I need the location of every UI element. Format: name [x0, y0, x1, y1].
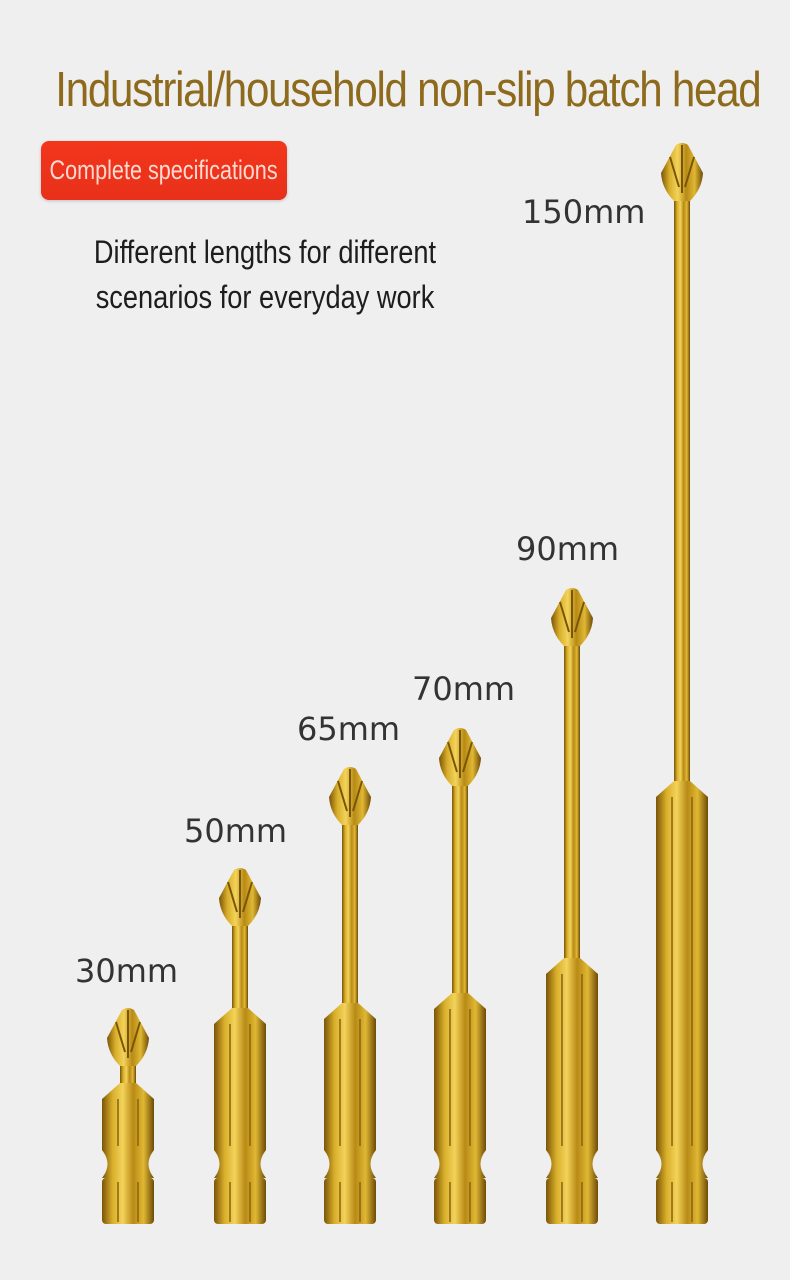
power-groove: [656, 1150, 708, 1178]
hex-body: [546, 958, 598, 1150]
subtitle-line-1: Different lengths for different: [93, 234, 437, 270]
hex-edges: [339, 1019, 361, 1146]
hex-base: [546, 1178, 598, 1224]
hex-base: [656, 1178, 708, 1224]
power-groove: [546, 1150, 598, 1178]
subtitle-line-2: scenarios for everyday work: [95, 279, 435, 315]
bit-shank: [452, 782, 468, 1011]
length-label-50: 50mm: [184, 812, 288, 850]
base-edges: [561, 1182, 583, 1222]
bit-shank: [342, 821, 358, 1021]
tip-grooves: [227, 870, 253, 918]
hex-body: [434, 993, 486, 1150]
hex-body: [324, 1003, 376, 1150]
subtitle: Different lengths for different scenario…: [74, 230, 457, 320]
length-label-90: 90mm: [516, 530, 620, 568]
tip-grooves: [447, 730, 473, 778]
power-groove: [214, 1150, 266, 1178]
power-groove: [102, 1150, 154, 1178]
tip-grooves: [669, 145, 695, 193]
base-edges: [671, 1182, 693, 1222]
hex-base: [324, 1178, 376, 1224]
length-label-150: 150mm: [522, 193, 646, 231]
length-label-65: 65mm: [297, 710, 401, 748]
hex-body: [656, 781, 708, 1150]
length-label-30: 30mm: [75, 952, 179, 990]
specifications-badge: Complete specifications: [41, 141, 287, 200]
page-title: Industrial/household non-slip batch head: [55, 63, 761, 117]
hex-edges: [229, 1024, 251, 1146]
base-edges: [449, 1182, 471, 1222]
hex-edges: [449, 1009, 471, 1146]
hex-base: [434, 1178, 486, 1224]
hex-edges: [117, 1099, 139, 1146]
badge-label: Complete specifications: [49, 155, 279, 185]
base-edges: [229, 1182, 251, 1222]
hex-edges: [561, 974, 583, 1146]
bit-shank: [674, 197, 690, 799]
bit-shank: [232, 922, 248, 1026]
hex-base: [214, 1178, 266, 1224]
hex-base: [102, 1178, 154, 1224]
power-groove: [324, 1150, 376, 1178]
hex-body: [102, 1083, 154, 1150]
power-groove: [434, 1150, 486, 1178]
tip-grooves: [115, 1010, 141, 1058]
length-label-70: 70mm: [412, 670, 516, 708]
base-edges: [339, 1182, 361, 1222]
hex-body: [214, 1008, 266, 1150]
base-edges: [117, 1182, 139, 1222]
tip-grooves: [559, 590, 585, 638]
tip-grooves: [337, 769, 363, 817]
bit-shank: [564, 642, 580, 976]
hex-edges: [671, 797, 693, 1146]
